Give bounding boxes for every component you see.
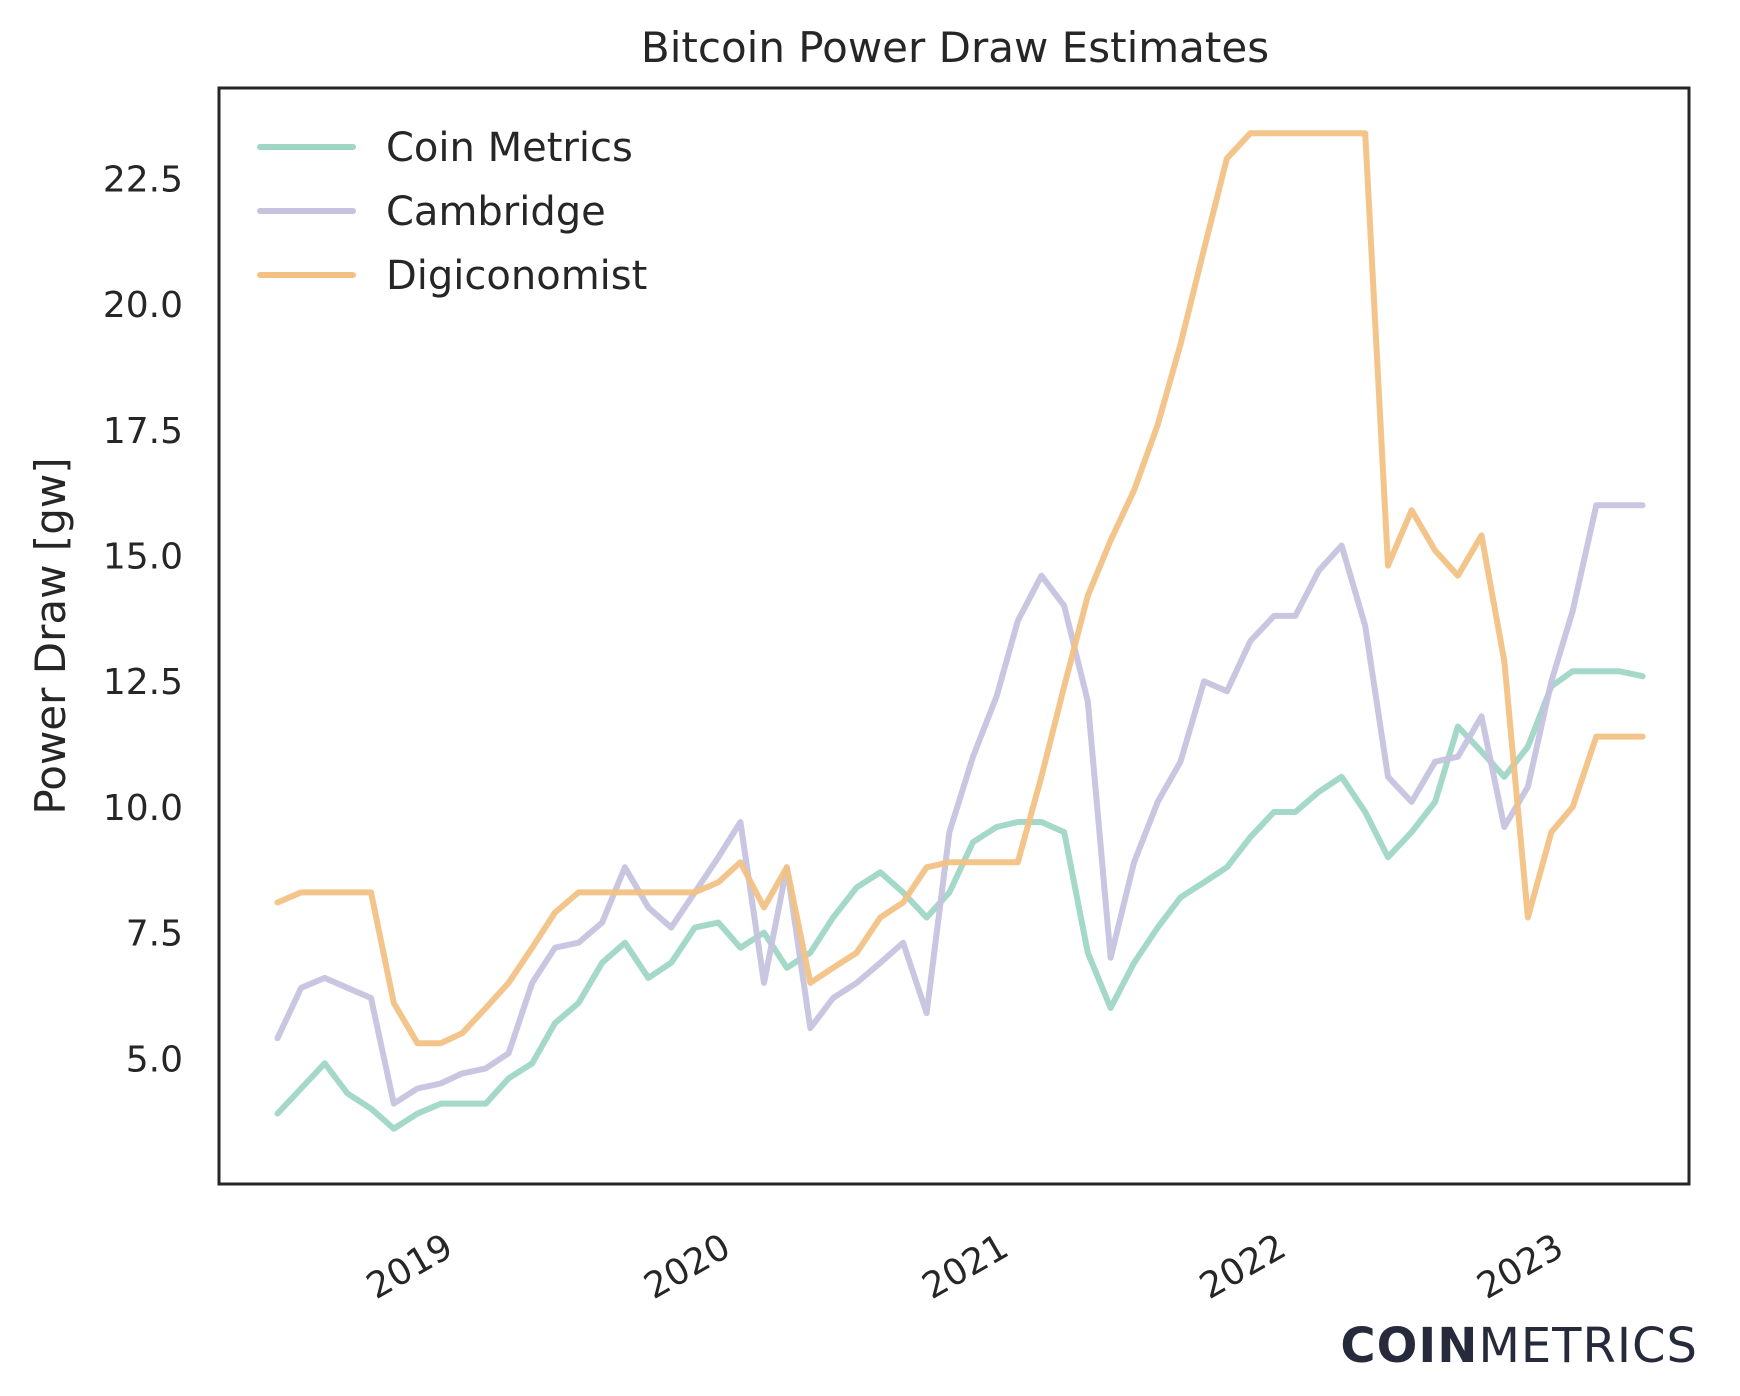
y-tick-label: 15.0 — [103, 537, 183, 578]
legend-label: Digiconomist — [386, 253, 647, 299]
chart-title: Bitcoin Power Draw Estimates — [641, 23, 1269, 72]
brand-logo: COINMETRICS — [1340, 1318, 1698, 1374]
series-line-digiconomist — [274, 130, 1646, 1047]
series-line-cambridge — [274, 502, 1646, 1107]
y-tick-label: 10.0 — [103, 788, 183, 829]
series-line-coin-metrics — [274, 668, 1646, 1132]
x-tick-label: 2021 — [916, 1226, 1016, 1307]
y-axis-label: Power Draw [gw] — [26, 457, 75, 814]
y-tick-label: 12.5 — [103, 662, 183, 703]
y-tick-label: 5.0 — [126, 1039, 183, 1080]
legend-label: Coin Metrics — [386, 125, 633, 171]
x-tick-label: 2020 — [637, 1226, 737, 1307]
series-lines — [274, 130, 1646, 1132]
x-axis-ticks: 2019 2020 2021 2022 2023 — [360, 1226, 1570, 1307]
y-tick-label: 22.5 — [103, 159, 183, 200]
y-axis-ticks: 5.0 7.5 10.0 12.5 15.0 17.5 20.0 22.5 — [103, 159, 183, 1080]
legend: Coin Metrics Cambridge Digiconomist — [257, 125, 647, 299]
y-tick-label: 20.0 — [103, 285, 183, 326]
x-tick-label: 2023 — [1471, 1226, 1571, 1307]
x-tick-label: 2019 — [360, 1226, 460, 1307]
y-tick-label: 7.5 — [126, 914, 183, 955]
x-tick-label: 2022 — [1193, 1226, 1293, 1307]
legend-label: Cambridge — [386, 189, 606, 235]
y-tick-label: 17.5 — [103, 411, 183, 452]
plot-area — [217, 86, 1691, 1186]
